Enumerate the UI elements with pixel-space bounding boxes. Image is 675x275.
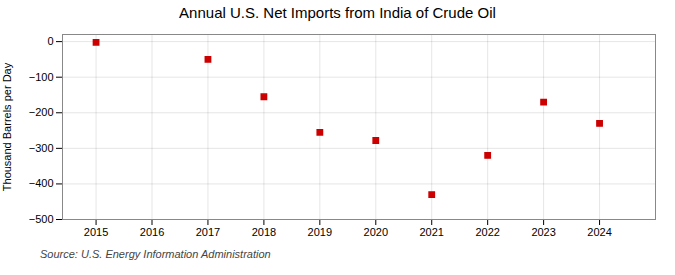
svg-text:2018: 2018 xyxy=(252,226,276,238)
html-text:Source: U.S. Energy Informatio: Source: U.S. Energy Information Administ… xyxy=(40,248,271,260)
svg-text:2017: 2017 xyxy=(196,226,220,238)
svg-text:−300: −300 xyxy=(29,142,54,154)
svg-text:2024: 2024 xyxy=(587,226,611,238)
svg-text:2015: 2015 xyxy=(84,226,108,238)
svg-text:−200: −200 xyxy=(29,106,54,118)
svg-text:0: 0 xyxy=(47,35,53,47)
svg-text:2019: 2019 xyxy=(308,226,332,238)
svg-text:−500: −500 xyxy=(29,213,54,225)
svg-text:2016: 2016 xyxy=(140,226,164,238)
svg-text:−400: −400 xyxy=(29,177,54,189)
html-text:Annual U.S. Net Imports from I: Annual U.S. Net Imports from India of Cr… xyxy=(179,4,496,21)
svg-text:2020: 2020 xyxy=(364,226,388,238)
svg-text:2021: 2021 xyxy=(419,226,443,238)
svg-text:2023: 2023 xyxy=(531,226,555,238)
svg-text:−100: −100 xyxy=(29,71,54,83)
svg-text:Thousand Barrels per Day: Thousand Barrels per Day xyxy=(1,62,13,191)
svg-text:2022: 2022 xyxy=(475,226,499,238)
